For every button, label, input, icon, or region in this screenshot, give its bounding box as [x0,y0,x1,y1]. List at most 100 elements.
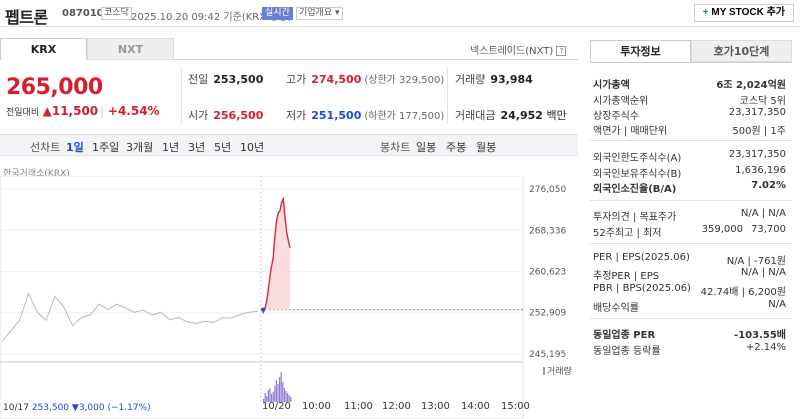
x-label-date: 10/20 [262,401,291,412]
open-value: 256,500 [213,109,264,122]
volume-legend-label: 거래량 [547,365,572,377]
nexttrade-label: 넥스트레이드(NXT) [470,46,554,57]
period-1w[interactable]: 1주일 [92,141,120,154]
market-cap-rank-value: 코스닥 5위 [739,96,786,107]
candle-chart-label: 봉차트 [380,141,411,154]
price-change: 전일대비 ▲11,500 | +4.54% [6,104,160,118]
y-tick-label: 252,909 [529,309,566,319]
volume: 거래량 93,984 [455,71,533,87]
tab-nxt[interactable]: NXT [87,38,174,60]
foreign-limit-label: 외국인한도주식수(A) [593,153,682,164]
high-label: 고가 [286,73,307,86]
section-divider [590,243,792,244]
volume-bar [287,393,289,402]
period-monthly[interactable]: 월봉 [476,141,497,154]
add-my-stock-button[interactable]: + MY STOCK 추가 [693,4,794,22]
x-label-1200: 12:00 [382,401,411,412]
help-icon[interactable]: ? [556,46,567,56]
period-1d[interactable]: 1일 [66,141,84,154]
industry-change-value: +2.14% [745,342,786,353]
period-daily[interactable]: 일봉 [416,141,437,154]
upper-limit: (상한가 329,500) [364,75,445,86]
amount-label: 거래대금 [455,109,496,122]
period-10y[interactable]: 10년 [240,141,265,154]
est-per-row: 추정PER | EPS N/A | N/A [593,267,786,282]
current-price: 265,000 [6,75,103,100]
volume-bar [275,380,277,402]
volume-bar [271,394,273,402]
period-3m[interactable]: 3개월 [126,141,154,154]
volume-bar [277,384,279,402]
high-price: 고가 274,500 (상한가 329,500) [286,71,444,87]
x-label-1300: 13:00 [421,401,450,412]
realtime-badge[interactable]: 실시간 [262,7,293,20]
open-marker [261,307,265,312]
prev-day-change: ▼3,000 [71,403,105,413]
shares-row: 상장주식수 23,317,350 [593,107,786,122]
par-value: 500원 | 1주 [732,126,786,137]
info-tabs: 투자정보 호가10단계 [590,40,792,62]
y-tick-label: 260,623 [529,267,566,277]
market-cap-row: 시가총액 6조 2,024억원 [593,76,786,91]
price-chart[interactable]: 276,050 268,336 260,623 252,909 245,195 거래량 [0,176,578,419]
quote-divider [447,68,448,124]
market-badge: 코스닥 [101,7,132,20]
nexttrade-link[interactable]: 넥스트레이드(NXT) ? [470,42,567,57]
low-price: 저가 251,500 (하한가 177,500) [286,107,444,123]
per-value: N/A | -761원 [726,256,786,267]
foreign-limit-row: 외국인한도주식수(A) 23,317,350 [593,149,786,164]
dividend-label: 배당수익률 [593,303,639,314]
y-tick-label: 276,050 [529,185,566,195]
tab-krx[interactable]: KRX [0,38,87,60]
market-cap-value: 6조 2,024억원 [716,80,786,91]
volume-bar [282,382,284,402]
est-per-label: 추정PER | EPS [593,271,660,282]
stock-header: 펩트론 087010 코스닥 2025.10.20 09:42 기준(KRX 장… [0,0,800,27]
per-row: PER | EPS(2025.06) N/A | -761원 [593,252,786,267]
section-divider [590,140,792,141]
prev-day-summary: 10/17 253,500 ▼3,000 (−1.17%) [3,403,151,413]
change-percent: +4.54% [107,104,160,118]
volume-bar [266,396,268,402]
shares-value: 23,317,350 [728,107,786,118]
quote-timestamp: 2025.10.20 09:42 기준(KRX 장중) [131,12,292,23]
quote-divider [181,68,182,124]
amount-value: 24,952 [500,109,543,122]
low-label: 저가 [286,109,307,122]
tab-invest-info[interactable]: 투자정보 [590,40,691,62]
range52-high: 359,000 [701,224,743,235]
volume-legend: 거래량 [543,365,572,377]
period-1y[interactable]: 1년 [162,141,180,154]
stock-name: 펩트론 [5,8,48,27]
section-divider [590,200,792,201]
volume-value: 93,984 [490,73,533,86]
add-my-stock-label: MY STOCK 추가 [711,7,785,18]
prev-day-date: 10/17 [3,403,29,413]
volume-bar [267,390,269,402]
prev-day-pct: (−1.17%) [107,403,151,413]
period-5y[interactable]: 5년 [214,141,232,154]
y-tick-label: 245,195 [529,350,566,360]
prev-day-close: 253,500 [31,403,70,413]
market-cap-label: 시가총액 [593,80,630,91]
period-3y[interactable]: 3년 [188,141,206,154]
today-line [262,196,291,314]
volume-bar [288,395,290,402]
low-value: 251,500 [311,109,362,122]
foreign-limit-value: 23,317,350 [728,149,786,160]
foreign-ratio-label: 외국인소진율(B/A) [593,184,677,195]
range52-low: 73,700 [751,224,786,235]
trade-amount: 거래대금 24,952 백만 [455,107,567,123]
volume-bar [283,388,285,402]
x-label-1500: 15:00 [501,401,530,412]
volume-bar [264,393,266,402]
lower-limit: (하한가 177,500) [364,111,445,122]
opinion-label: 투자의견 | 목표주가 [593,212,677,223]
change-label: 전일대비 [6,108,40,118]
plus-icon: + [702,7,709,18]
period-weekly[interactable]: 주봉 [446,141,467,154]
company-info-button[interactable]: 기업개요 ▾ [296,7,343,20]
tab-order-book[interactable]: 호가10단계 [691,40,792,62]
est-per-value: N/A | N/A [740,267,786,278]
volume-bar [274,386,276,402]
